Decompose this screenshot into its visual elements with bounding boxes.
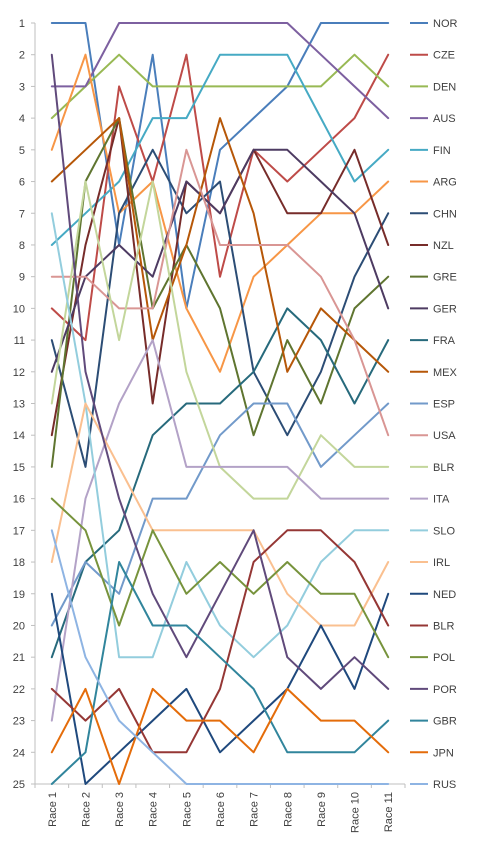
y-tick-label: 21 (13, 652, 25, 664)
y-tick-label: 20 (13, 620, 25, 632)
y-tick-label: 2 (19, 50, 25, 62)
legend-label: NED (433, 589, 456, 601)
x-tick-label: Race 3 (114, 792, 126, 827)
y-tick-label: 25 (13, 779, 25, 791)
y-tick-label: 17 (13, 525, 25, 537)
series-line-por-21 (50, 53, 390, 690)
legend-label: ITA (433, 494, 450, 506)
series-line-gbr-22 (50, 561, 390, 785)
y-tick-label: 6 (19, 177, 25, 189)
legend-label: SLO (433, 525, 455, 537)
legend-label: IRL (433, 557, 450, 569)
series-line-ger-9 (50, 148, 390, 373)
axes: 1234567891011121314151617181920212223242… (13, 18, 406, 833)
y-tick-label: 19 (13, 589, 25, 601)
series-line-rus-24 (50, 529, 390, 785)
series-line-mex-11 (50, 117, 390, 373)
y-tick-label: 22 (13, 684, 25, 696)
legend-label: POR (433, 684, 457, 696)
y-tick-label: 11 (14, 335, 25, 347)
series-line-den-2 (50, 53, 390, 120)
legend-label: USA (433, 430, 456, 442)
series-line-ned-18 (50, 592, 390, 785)
legend-label: BLR (433, 620, 454, 632)
legend-label: CHN (433, 208, 457, 220)
y-tick-label: 5 (19, 145, 25, 157)
legend: NOR CZE DEN AUS FIN ARG CHN NZL GRE GER FRA MEX ESP U… (410, 18, 458, 791)
x-tick-label: Race 7 (249, 792, 261, 827)
x-tick-label: Race 4 (148, 792, 160, 827)
legend-label: ARG (433, 177, 457, 189)
series-line-slo-16 (50, 212, 390, 659)
series-line-jpn-23 (50, 687, 390, 785)
y-tick-label: 24 (13, 747, 25, 759)
legend-label: FRA (433, 335, 456, 347)
x-tick-label: Race 11 (383, 792, 395, 832)
x-tick-label: Race 9 (316, 792, 328, 827)
legend-label: ESP (433, 399, 455, 411)
legend-label: POL (433, 652, 455, 664)
legend-label: NZL (433, 240, 454, 252)
legend-label: DEN (433, 81, 456, 93)
legend-label: NOR (433, 18, 458, 30)
y-tick-label: 23 (13, 716, 25, 728)
legend-label: MEX (433, 367, 458, 379)
series-line-aus-3 (50, 22, 390, 120)
x-tick-label: Race 1 (47, 792, 59, 827)
series-line-esp-12 (50, 402, 390, 627)
y-tick-label: 8 (19, 240, 25, 252)
series-line-fin-4 (50, 53, 390, 246)
y-tick-label: 3 (19, 81, 25, 93)
series-line-usa-13 (50, 148, 390, 437)
x-tick-label: Race 8 (282, 792, 294, 827)
y-tick-label: 4 (19, 113, 25, 125)
legend-label: JPN (433, 747, 454, 759)
y-tick-label: 1 (19, 18, 25, 30)
y-tick-label: 14 (13, 430, 25, 442)
x-tick-label: Race 6 (215, 792, 227, 827)
legend-label: GER (433, 303, 457, 315)
y-tick-label: 18 (13, 557, 25, 569)
legend-label: BLR (433, 462, 454, 474)
series-line-fra-10 (50, 307, 390, 659)
legend-label: AUS (433, 113, 456, 125)
y-tick-label: 7 (19, 208, 25, 220)
x-tick-label: Race 5 (181, 792, 193, 827)
legend-label: CZE (433, 50, 455, 62)
series-line-irl-17 (50, 402, 390, 627)
series-line-ita-15 (50, 339, 390, 722)
series-line-pol-20 (50, 497, 390, 659)
legend-label: GRE (433, 272, 457, 284)
y-tick-label: 13 (13, 399, 25, 411)
x-tick-label: Race 2 (80, 792, 92, 827)
x-tick-label: Race 10 (350, 792, 362, 833)
legend-label: GBR (433, 716, 457, 728)
y-tick-label: 10 (13, 303, 25, 315)
y-tick-label: 9 (19, 272, 25, 284)
series-lines (50, 22, 390, 785)
y-tick-label: 16 (13, 494, 25, 506)
legend-label: FIN (433, 145, 451, 157)
y-tick-label: 15 (13, 462, 25, 474)
series-line-gre-8 (50, 117, 390, 468)
legend-label: RUS (433, 779, 456, 791)
y-tick-label: 12 (13, 367, 25, 379)
